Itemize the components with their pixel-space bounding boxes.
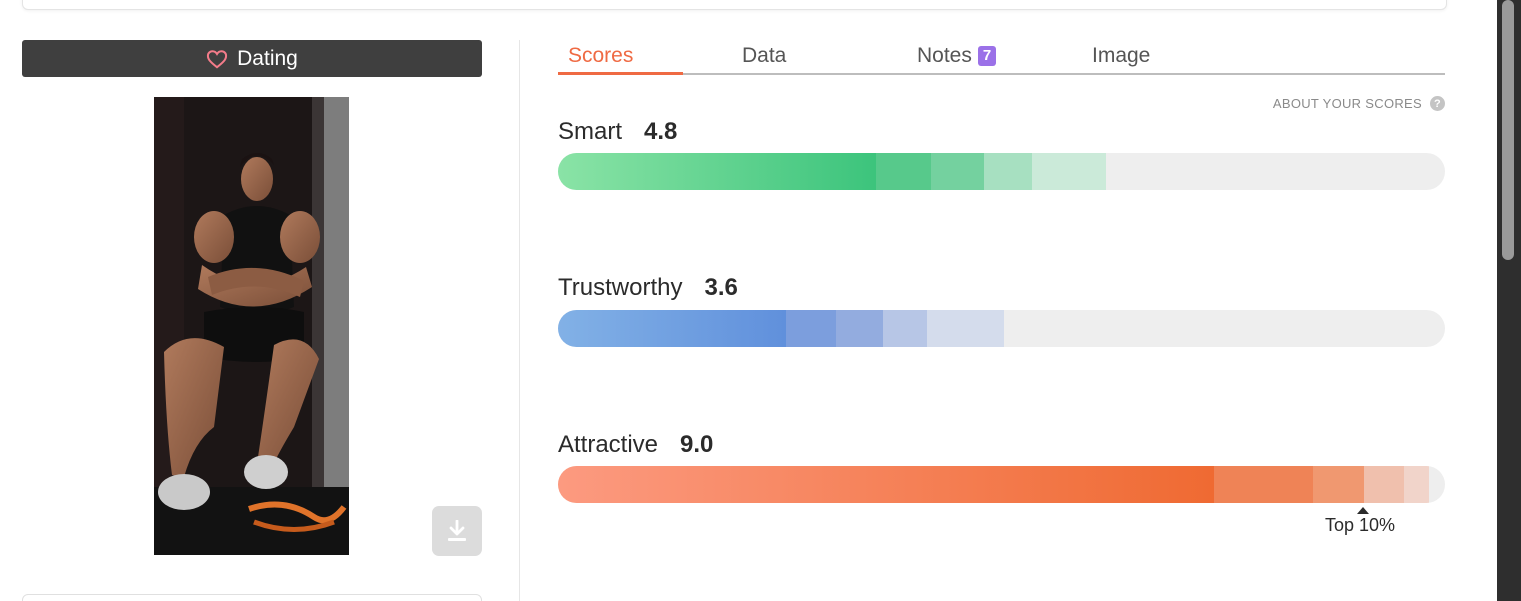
attractive-score-bar	[558, 466, 1445, 503]
top-card	[22, 0, 1447, 10]
attractive-bar-band	[1404, 466, 1429, 503]
score-trustworthy: Trustworthy 3.6	[558, 274, 738, 302]
about-scores-label: ABOUT YOUR SCORES	[1272, 96, 1422, 111]
score-smart: Smart 4.8	[558, 118, 677, 146]
bottom-card	[22, 594, 482, 601]
score-attractive: Attractive 9.0	[558, 431, 713, 459]
score-name: Trustworthy	[558, 274, 683, 301]
smart-bar-band	[876, 153, 931, 190]
notes-count-badge: 7	[977, 46, 997, 66]
smart-score-bar	[558, 153, 1445, 190]
tab-notes[interactable]: Notes 7	[917, 44, 997, 75]
smart-bar-fill	[558, 153, 876, 190]
tab-notes-label: Notes	[917, 44, 972, 67]
trustworthy-bar-band	[927, 310, 1004, 347]
profile-photo	[154, 97, 349, 555]
dating-button[interactable]: Dating	[22, 40, 482, 77]
about-scores-link[interactable]: ABOUT YOUR SCORES ?	[1273, 96, 1445, 111]
download-icon	[448, 520, 466, 541]
page-scrollbar[interactable]	[1497, 0, 1521, 601]
attractive-bar-fill	[558, 466, 1214, 503]
trustworthy-bar-fill	[558, 310, 786, 347]
trustworthy-bar-band	[883, 310, 927, 347]
panel-divider	[519, 40, 520, 601]
tab-image[interactable]: Image	[1092, 44, 1150, 75]
tab-image-label: Image	[1092, 44, 1151, 67]
tab-data-label: Data	[742, 44, 787, 67]
scrollbar-thumb[interactable]	[1502, 0, 1514, 260]
help-icon: ?	[1430, 96, 1445, 111]
active-tab-underline	[558, 72, 683, 75]
person-photo-illustration	[154, 97, 349, 555]
score-value: 9.0	[680, 431, 714, 458]
trustworthy-score-bar	[558, 310, 1445, 347]
score-name: Smart	[558, 118, 623, 145]
attractive-bar-band	[1214, 466, 1313, 503]
trustworthy-bar-band	[836, 310, 883, 347]
tab-bar: Scores Data Notes 7 Image	[558, 40, 1445, 75]
tab-scores[interactable]: Scores	[568, 44, 633, 75]
attractive-bar-band	[1313, 466, 1364, 503]
top-percentile-marker	[1357, 507, 1369, 514]
dating-label: Dating	[237, 46, 298, 70]
tab-data[interactable]: Data	[742, 44, 786, 75]
smart-bar-band	[1032, 153, 1106, 190]
top-percentile-label: Top 10%	[1325, 515, 1396, 535]
attractive-bar-band	[1364, 466, 1404, 503]
tab-scores-label: Scores	[568, 44, 634, 67]
smart-bar-band	[931, 153, 984, 190]
score-value: 4.8	[644, 118, 678, 145]
download-button[interactable]	[432, 506, 482, 556]
heart-icon	[207, 49, 228, 68]
score-name: Attractive	[558, 431, 659, 458]
score-value: 3.6	[704, 274, 738, 301]
smart-bar-band	[984, 153, 1032, 190]
trustworthy-bar-band	[786, 310, 836, 347]
